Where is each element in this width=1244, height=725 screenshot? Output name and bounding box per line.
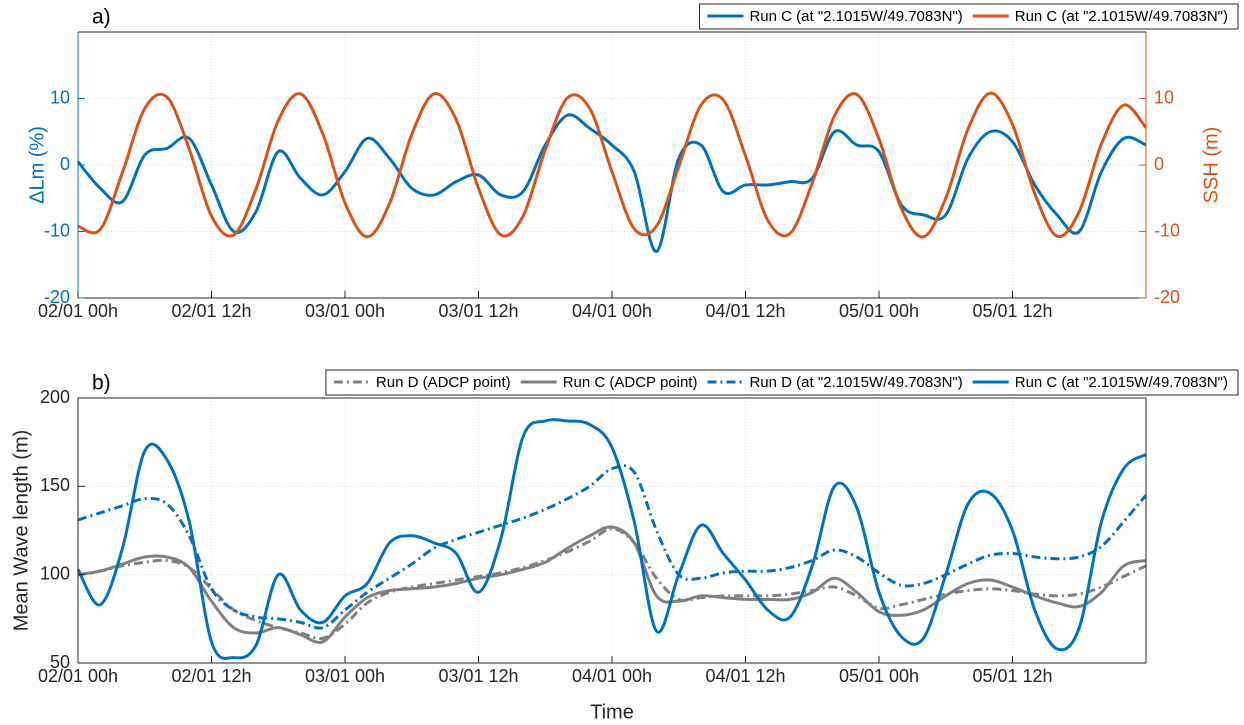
x-tick-label: 04/01 12h [705, 301, 785, 321]
series-line [77, 525, 1147, 644]
panel-label: b) [92, 372, 111, 395]
legend-label: Run C (at "2.1015W/49.7083N") [1015, 8, 1228, 25]
legend-label: Run C (at "2.1015W/49.7083N") [1015, 374, 1228, 391]
legend-box [698, 3, 1239, 30]
y-tick-label: -10 [44, 220, 70, 240]
x-tick-label: 04/01 00h [572, 301, 652, 321]
series-line [77, 91, 1148, 239]
legend-label: Run D (ADCP point) [376, 374, 511, 391]
x-tick-label: 02/01 12h [171, 301, 251, 321]
x-tick-label: 04/01 12h [705, 666, 785, 686]
x-axis-label: Time [590, 701, 634, 723]
y2-tick-label: -10 [1154, 220, 1180, 240]
x-tick-label: 03/01 00h [305, 666, 385, 686]
legend-box [325, 369, 1239, 396]
series-line [77, 464, 1148, 630]
legend-label: Run D (at "2.1015W/49.7083N") [749, 374, 962, 391]
x-tick-label: 04/01 00h [572, 666, 652, 686]
legend: Run D (ADCP point) Run C (ADCP point) Run … [325, 369, 1239, 396]
y2-axis-label: SSH (m) [1200, 127, 1222, 204]
y2-tick-label: 10 [1154, 87, 1174, 107]
x-tick-label: 02/01 12h [171, 666, 251, 686]
panel: 02/01 00h 02/01 12h 03/01 00h 03/01 12h 04/0… [10, 369, 1239, 723]
y2-tick-label: 0 [1154, 154, 1164, 174]
series-line [77, 527, 1147, 641]
x-tick-label: 05/01 12h [972, 301, 1052, 321]
legend: Run C (at "2.1015W/49.7083N") Run C (at "… [698, 3, 1239, 30]
y-tick-label: 0 [60, 154, 70, 174]
y2-tick-label: -20 [1154, 287, 1180, 307]
x-tick-label: 03/01 12h [438, 666, 518, 686]
y-tick-label: 100 [40, 563, 70, 583]
series-line [76, 418, 1147, 660]
x-tick-label: 05/01 00h [839, 301, 919, 321]
y-tick-label: 50 [50, 652, 70, 672]
x-tick-label: 02/01 00h [38, 301, 118, 321]
x-tick-label: 03/01 00h [305, 301, 385, 321]
x-tick-label: 03/01 12h [438, 301, 518, 321]
y-axis-label: Mean Wave length (m) [10, 430, 32, 632]
legend-label: Run C (at "2.1015W/49.7083N") [749, 8, 962, 25]
legend-label: Run C (ADCP point) [563, 374, 698, 391]
x-tick-label: 05/01 00h [839, 666, 919, 686]
y-tick-label: 150 [40, 475, 70, 495]
x-tick-label: 05/01 12h [972, 666, 1052, 686]
y-tick-label: -20 [44, 287, 70, 307]
series-line [76, 113, 1147, 253]
y-axis-label: ΔLm (%) [26, 126, 48, 204]
x-tick-label: 02/01 00h [38, 666, 118, 686]
y-tick-label: 10 [50, 87, 70, 107]
panel: 02/01 00h 02/01 12h 03/01 00h 03/01 12h 04/0… [26, 3, 1239, 321]
panel-label: a) [92, 6, 111, 29]
y-tick-label: 200 [40, 387, 70, 407]
